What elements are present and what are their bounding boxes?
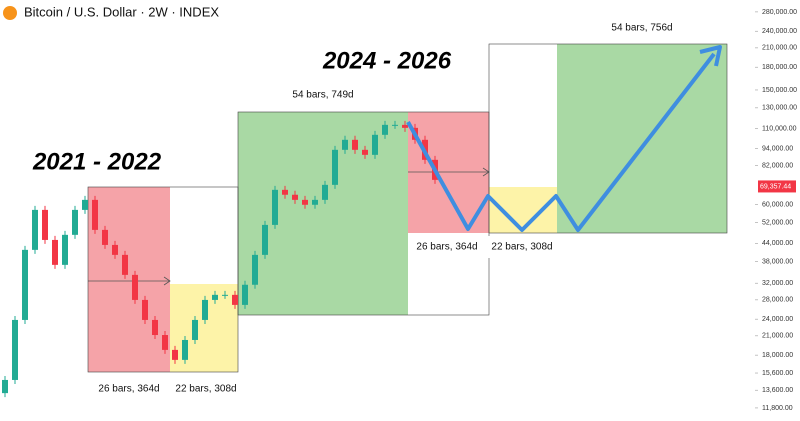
candle	[222, 294, 228, 296]
range-box	[238, 112, 408, 315]
label-bg	[169, 378, 243, 400]
chart-title: Bitcoin / U.S. Dollar · 2W · INDEX	[24, 4, 219, 19]
last-price-bg	[758, 180, 796, 193]
candle	[112, 244, 118, 255]
y-tick-label: 94,000.00	[762, 145, 793, 152]
candle	[292, 194, 298, 200]
box-label: 26 bars, 364d	[416, 242, 477, 253]
candle	[42, 209, 48, 240]
arrow	[163, 276, 171, 286]
price-axis: 280,000.00 240,000.00 210,000.00 180,000.00…	[755, 9, 797, 412]
candle	[142, 299, 148, 320]
box-labels: 26 bars, 364d 22 bars, 308d 54 bars, 749…	[92, 16, 686, 400]
candle	[92, 199, 98, 230]
range-box	[88, 187, 170, 372]
y-tick-label: 38,000.00	[762, 259, 793, 266]
y-tick-label: 15,600.00	[762, 370, 793, 377]
candle	[152, 319, 158, 336]
box-label: 22 bars, 308d	[491, 242, 552, 253]
box-label: 54 bars, 756d	[611, 23, 672, 34]
y-tick-label: 21,000.00	[762, 333, 793, 340]
candle	[72, 209, 78, 235]
candle	[82, 199, 88, 210]
candle	[52, 239, 58, 265]
bitcoin-icon	[3, 6, 17, 20]
candle	[232, 294, 238, 305]
y-tick-label: 52,000.00	[762, 219, 793, 226]
candle	[182, 339, 188, 360]
candle	[262, 224, 268, 255]
candle	[32, 209, 38, 250]
candle	[192, 319, 198, 340]
candles	[2, 120, 438, 398]
y-tick-label: 28,000.00	[762, 297, 793, 304]
range-boxes	[87, 43, 728, 373]
candle	[12, 319, 18, 380]
y-tick-label: 82,000.00	[762, 162, 793, 169]
box-label: 26 bars, 364d	[98, 384, 159, 395]
candle	[392, 124, 398, 126]
candle	[172, 349, 178, 360]
candle	[62, 234, 68, 265]
y-tick-label: 110,000.00	[762, 126, 797, 133]
y-tick-label: 44,000.00	[762, 240, 793, 247]
candle	[242, 284, 248, 305]
candle	[272, 189, 278, 225]
candle	[212, 294, 218, 300]
box-outline	[488, 43, 728, 234]
candle	[122, 254, 128, 275]
y-tick-label: 60,000.00	[762, 201, 793, 208]
y-tick-label: 180,000.00	[762, 64, 797, 71]
candle	[382, 124, 388, 135]
y-tick-label: 210,000.00	[762, 45, 797, 52]
candle	[362, 149, 368, 155]
box-label: 22 bars, 308d	[175, 384, 236, 395]
candle	[372, 134, 378, 155]
candle	[302, 199, 308, 205]
candle	[352, 139, 358, 150]
label-bg	[485, 236, 559, 258]
candle	[162, 335, 168, 350]
y-tick-label: 280,000.00	[762, 9, 797, 16]
projection-path	[406, 52, 716, 232]
y-tick-label: 240,000.00	[762, 28, 797, 35]
label-bg	[410, 236, 484, 258]
period-label: 2024 - 2026	[322, 47, 452, 74]
candle	[132, 274, 138, 300]
candle	[22, 249, 28, 320]
label-bg	[92, 378, 166, 400]
last-price-label: 69,357.44	[760, 183, 791, 190]
y-tick-label: 11,800.00	[762, 405, 793, 412]
label-bg	[279, 83, 367, 107]
candle	[2, 379, 8, 394]
label-bg	[598, 16, 686, 40]
y-tick-label: 18,000.00	[762, 352, 793, 359]
candle	[312, 199, 318, 205]
y-tick-label: 24,000.00	[762, 316, 793, 323]
period-label: 2021 - 2022	[32, 148, 162, 175]
candle	[322, 184, 328, 200]
candle	[402, 124, 408, 128]
candle	[282, 189, 288, 195]
candle	[202, 299, 208, 320]
candle	[102, 229, 108, 245]
candle	[342, 139, 348, 150]
box-label: 54 bars, 749d	[292, 90, 353, 101]
candle	[332, 149, 338, 185]
candle	[252, 254, 258, 285]
y-tick-label: 150,000.00	[762, 87, 797, 94]
y-tick-label: 32,000.00	[762, 280, 793, 287]
y-tick-label: 13,600.00	[762, 387, 793, 394]
y-tick-label: 130,000.00	[762, 105, 797, 112]
projection-arrowhead	[699, 45, 722, 67]
range-box	[170, 284, 238, 372]
